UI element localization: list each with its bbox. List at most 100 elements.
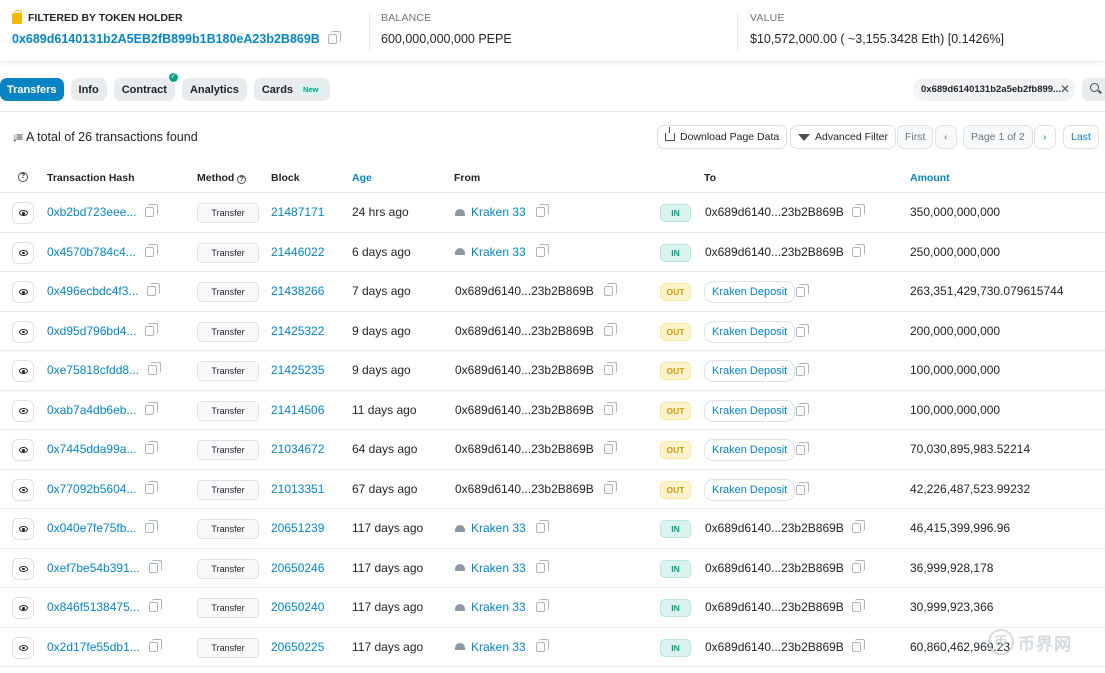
from-link[interactable]: Kraken 33 [471,560,526,575]
from-link[interactable]: Kraken 33 [471,205,526,219]
block-link[interactable]: 20650240 [271,600,325,614]
block-link[interactable]: 21034672 [271,442,325,456]
tx-hash-link[interactable]: 0x2d17fe55db1... [47,639,140,654]
copy-icon[interactable] [535,243,549,257]
block-link[interactable]: 21013351 [271,481,325,496]
from-address[interactable]: 0x689d6140...23b2B869B [455,363,594,377]
download-page-data-button[interactable]: Download Page Data [657,125,788,149]
copy-icon[interactable] [603,362,617,375]
view-details-button[interactable] [12,281,34,303]
tx-hash-link[interactable]: 0x4570b784c4... [47,244,136,259]
help-icon[interactable]: ? [237,175,247,184]
copy-icon[interactable] [796,284,809,297]
to-label-badge[interactable]: Kraken Deposit [704,320,796,343]
close-icon[interactable]: ✕ [1059,82,1070,96]
from-address[interactable]: 0x689d6140...23b2B869B [455,402,594,417]
tx-hash-link[interactable]: 0xb2bd723eee... [47,205,137,219]
tx-hash-link[interactable]: 0x846f5138475... [47,600,140,614]
tx-hash-link[interactable]: 0xef7be54b391... [47,560,140,575]
view-details-button[interactable] [12,241,34,264]
from-address[interactable]: 0x689d6140...23b2B869B [455,323,594,338]
to-label-badge[interactable]: Kraken Deposit [704,478,796,501]
copy-icon[interactable] [145,322,159,336]
copy-icon[interactable] [796,323,809,337]
view-details-button[interactable] [12,202,34,224]
block-link[interactable]: 21487171 [271,205,325,219]
copy-icon[interactable] [796,442,809,455]
tab-contract[interactable]: Contract ✓ [113,72,179,101]
to-address[interactable]: 0x689d6140...23b2B869B [705,521,844,535]
tx-hash-link[interactable]: 0x496ecbdc4f3... [47,284,139,298]
copy-icon[interactable] [145,441,159,454]
to-label-badge[interactable]: Kraken Deposit [704,439,796,461]
copy-icon[interactable] [851,520,865,533]
to-address[interactable]: 0x689d6140...23b2B869B [705,205,844,219]
copy-icon[interactable] [603,441,617,454]
first-page-button[interactable]: First [897,125,934,149]
copy-icon[interactable] [796,402,809,416]
from-link[interactable]: Kraken 33 [471,521,526,535]
view-details-button[interactable] [12,439,34,461]
view-details-button[interactable] [12,320,34,343]
to-label-badge[interactable]: Kraken Deposit [704,281,796,303]
view-details-button[interactable] [12,518,34,540]
advanced-filter-button[interactable]: Advanced Filter [790,125,896,149]
tab-analytics[interactable]: Analytics [181,78,247,101]
block-link[interactable]: 21414506 [271,402,325,417]
copy-icon[interactable] [147,283,161,296]
col-age[interactable]: Age [352,172,372,184]
block-link[interactable]: 20651239 [271,521,325,535]
copy-icon[interactable] [603,480,617,494]
to-address[interactable]: 0x689d6140...23b2B869B [705,244,844,259]
copy-icon[interactable] [145,204,159,217]
prev-page-button[interactable]: ‹ [935,125,957,149]
to-address[interactable]: 0x689d6140...23b2B869B [705,560,844,575]
copy-icon[interactable] [145,520,159,533]
view-details-button[interactable] [12,360,34,382]
view-details-button[interactable] [12,636,34,659]
from-link[interactable]: Kraken 33 [471,600,526,614]
copy-icon[interactable] [851,599,865,612]
view-details-button[interactable] [12,478,34,501]
copy-icon[interactable] [851,204,865,217]
address-filter-chip[interactable]: 0x689d6140131b2a5eb2fb899... ✕ [913,78,1076,101]
block-link[interactable]: 21425235 [271,363,325,377]
copy-icon[interactable] [535,599,549,612]
copy-icon[interactable] [851,638,865,652]
col-amount[interactable]: Amount [910,172,950,184]
from-address[interactable]: 0x689d6140...23b2B869B [455,442,594,456]
view-details-button[interactable] [12,557,34,580]
copy-icon[interactable] [603,322,617,336]
next-page-button[interactable]: › [1034,125,1056,149]
copy-icon[interactable] [603,401,617,415]
copy-icon[interactable] [851,243,865,257]
to-address[interactable]: 0x689d6140...23b2B869B [705,639,844,654]
copy-icon[interactable] [148,559,162,573]
copy-icon[interactable] [327,31,341,44]
block-link[interactable]: 21425322 [271,323,325,338]
copy-icon[interactable] [535,559,549,573]
copy-icon[interactable] [535,204,549,217]
copy-icon[interactable] [796,481,809,495]
view-details-button[interactable] [12,399,34,422]
sort-icon[interactable]: ↓≡ [12,130,23,144]
holder-address-link[interactable]: 0x689d6140131b2A5EB2fB899b1B180eA23b2B86… [12,32,320,46]
copy-icon[interactable] [851,559,865,573]
tab-info[interactable]: Info [70,78,107,101]
copy-icon[interactable] [603,283,617,296]
copy-icon[interactable] [535,520,549,533]
view-details-button[interactable] [12,597,34,619]
copy-icon[interactable] [148,599,162,612]
block-link[interactable]: 20650246 [271,560,325,575]
tx-hash-link[interactable]: 0x040e7fe75fb... [47,521,137,535]
tx-hash-link[interactable]: 0xab7a4db6eb... [47,402,137,417]
to-label-badge[interactable]: Kraken Deposit [704,399,796,422]
tx-hash-link[interactable]: 0x7445dda99a... [47,442,137,456]
block-link[interactable]: 21438266 [271,284,325,298]
to-address[interactable]: 0x689d6140...23b2B869B [705,600,844,614]
to-label-badge[interactable]: Kraken Deposit [704,360,796,382]
tx-hash-link[interactable]: 0xe75818cfdd8... [47,363,140,377]
copy-icon[interactable] [144,243,158,257]
copy-icon[interactable] [145,401,159,415]
copy-icon[interactable] [148,638,162,652]
